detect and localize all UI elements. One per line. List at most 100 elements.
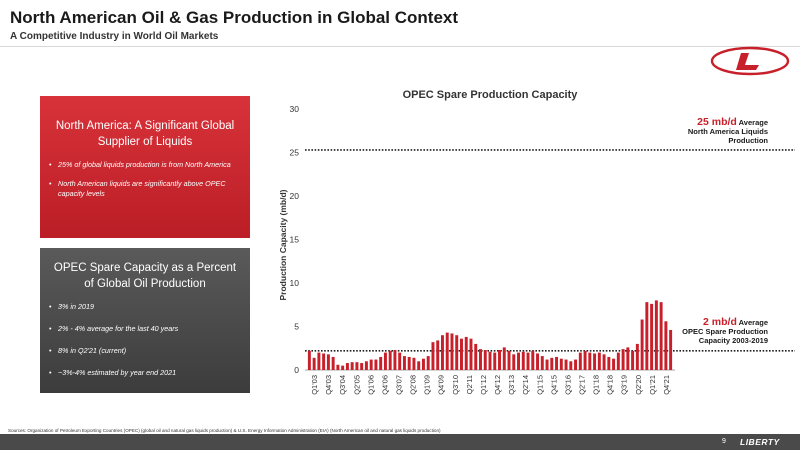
x-tick-label: Q4'06 — [380, 375, 389, 395]
y-tick-label: 25 — [290, 148, 300, 158]
bar — [559, 358, 563, 370]
bar — [631, 350, 635, 370]
bar — [331, 356, 335, 370]
title-divider — [0, 46, 800, 47]
bar — [507, 350, 511, 370]
bar — [540, 356, 544, 370]
page-number: 9 — [722, 438, 726, 445]
bar — [526, 352, 530, 370]
x-tick-label: Q3'10 — [451, 375, 460, 395]
opec-average-label: OPEC Spare Production — [682, 327, 768, 336]
north-america-heading: North America: A Significant Global Supp… — [55, 120, 235, 148]
bar — [407, 356, 411, 370]
page-subtitle: A Competitive Industry in World Oil Mark… — [10, 31, 219, 42]
bar — [326, 354, 330, 370]
bar — [502, 347, 506, 370]
y-axis-ticks: 0 5 10 15 20 25 30 — [290, 104, 300, 375]
na-average-label: Average — [738, 118, 768, 127]
x-tick-label: Q1'18 — [592, 375, 601, 395]
opec-capacity-bullets: 3% in 2019 2% - 4% average for the last … — [40, 302, 250, 378]
bar — [336, 364, 340, 370]
bar — [626, 347, 630, 370]
bar — [488, 351, 492, 370]
sources-footnote: Sources: Organization of Petroleum Expor… — [8, 428, 441, 433]
na-average-value: 25 mb/d — [697, 116, 737, 128]
bar — [664, 321, 668, 370]
x-tick-label: Q2'11 — [465, 375, 474, 394]
y-tick-label: 0 — [294, 365, 299, 375]
bar — [369, 359, 373, 370]
bar — [393, 349, 397, 370]
bar — [612, 358, 616, 370]
x-tick-label: Q2'08 — [409, 375, 418, 395]
bar — [341, 365, 345, 370]
bar — [569, 361, 573, 370]
list-item: 2% - 4% average for the last 40 years — [49, 324, 242, 334]
x-tick-label: Q1'12 — [479, 375, 488, 395]
bar — [640, 319, 644, 370]
x-tick-label: Q3'13 — [507, 375, 516, 395]
na-average-annotation: 25 mb/d Average North America Liquids Pr… — [630, 116, 768, 145]
bar — [364, 361, 368, 370]
list-item: North American liquids are significantly… — [49, 179, 242, 199]
x-tick-label: Q2'20 — [634, 375, 643, 395]
bar — [512, 354, 516, 370]
bar — [550, 357, 554, 370]
bar — [412, 357, 416, 370]
x-tick-label: Q1'03 — [310, 375, 319, 395]
bar — [531, 350, 535, 370]
x-tick-label: Q3'07 — [395, 375, 404, 395]
bar — [355, 362, 359, 370]
x-tick-label: Q4'18 — [606, 375, 615, 395]
x-tick-label: Q1'15 — [535, 375, 544, 395]
bar — [421, 358, 425, 370]
bar — [545, 359, 549, 370]
opec-spare-capacity-chart: OPEC Spare Production Capacity Productio… — [278, 89, 795, 395]
bar — [312, 357, 316, 370]
bar — [521, 351, 525, 370]
chart-title: OPEC Spare Production Capacity — [403, 89, 579, 101]
bar — [474, 343, 478, 370]
opec-capacity-panel: OPEC Spare Capacity as a Percent of Glob… — [40, 248, 250, 393]
bar — [431, 342, 435, 370]
y-tick-label: 10 — [290, 278, 300, 288]
x-tick-label: Q4'09 — [437, 375, 446, 395]
bar — [402, 356, 406, 370]
x-tick-label: Q2'14 — [521, 375, 530, 395]
bar — [360, 363, 364, 370]
opec-average-annotation: 2 mb/d Average OPEC Spare Production Cap… — [630, 317, 768, 345]
footer-bar — [0, 434, 800, 450]
bar — [464, 336, 468, 370]
bar — [440, 335, 444, 370]
opec-average-label: Capacity 2003-2019 — [698, 336, 768, 345]
bar — [517, 352, 520, 370]
bar — [426, 356, 430, 370]
x-tick-label: Q3'04 — [338, 375, 347, 395]
bar — [317, 352, 321, 370]
na-average-label: North America Liquids — [687, 127, 768, 136]
x-tick-label: Q4'21 — [662, 375, 671, 395]
bar — [578, 352, 582, 370]
bar — [602, 354, 606, 370]
bar — [536, 353, 540, 370]
bar — [498, 349, 501, 370]
liberty-logo-icon — [710, 46, 790, 76]
bar — [479, 349, 482, 370]
bar — [650, 303, 654, 370]
x-tick-label: Q4'03 — [324, 375, 333, 395]
bar — [307, 350, 311, 370]
opec-average-label: Average — [738, 318, 768, 327]
x-tick-label: Q3'19 — [620, 375, 629, 395]
x-tick-label: Q1'09 — [423, 375, 432, 395]
bar — [593, 353, 597, 370]
north-america-panel: North America: A Significant Global Supp… — [40, 96, 250, 238]
bar-series — [307, 300, 673, 370]
bar — [450, 333, 454, 370]
list-item: 8% in Q2'21 (current) — [49, 346, 242, 356]
bar — [574, 359, 578, 370]
x-axis-ticks: Q1'03 Q4'03 Q3'04 Q2'05 Q1'06 Q4'06 Q3'07 Q2'08… — [310, 375, 671, 395]
bar — [445, 332, 449, 370]
y-axis-label: Production Capacity (mb/d) — [278, 189, 288, 300]
x-tick-label: Q1'06 — [366, 375, 375, 395]
x-tick-label: Q4'15 — [549, 375, 558, 395]
